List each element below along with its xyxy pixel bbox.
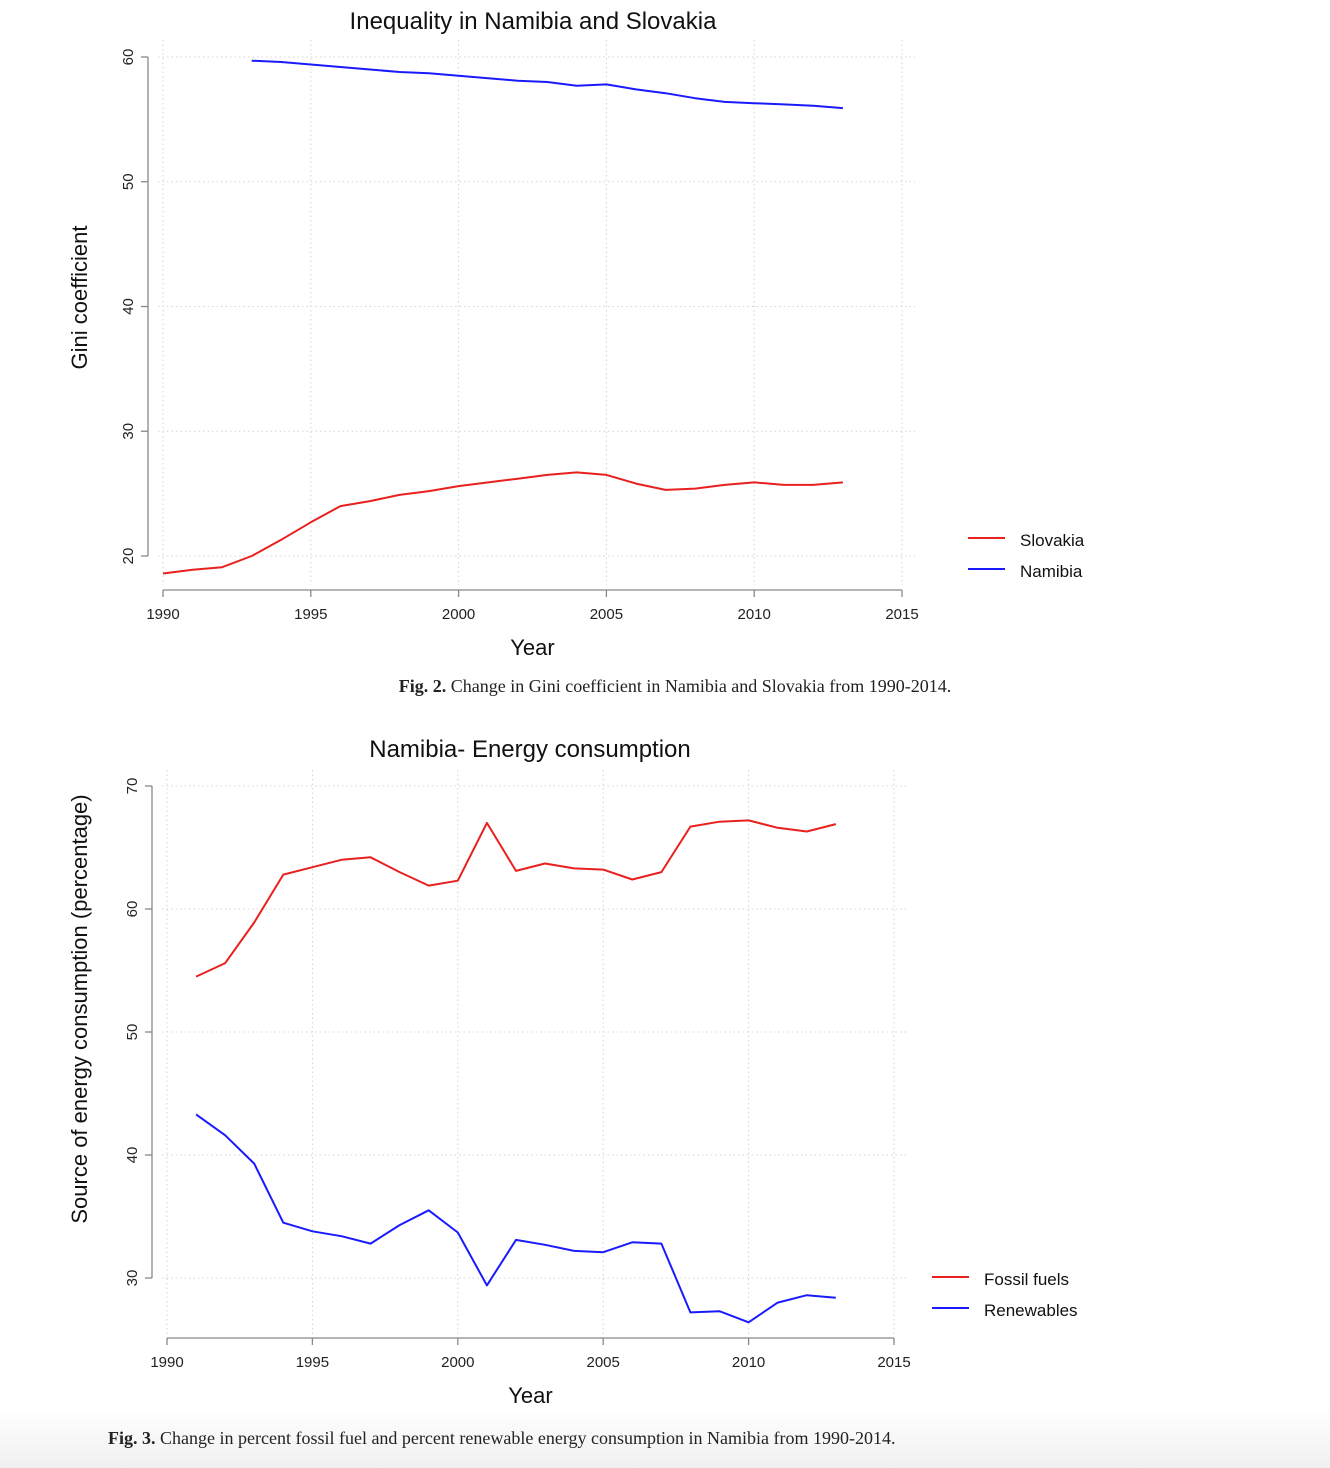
figure-3-caption: Fig. 3. Change in percent fossil fuel an… bbox=[0, 1428, 1330, 1449]
chart-2: 30 40 50 60 70 1990 1995 2000 2005 2010 2015 Namibi… bbox=[67, 736, 1078, 1408]
chart-1: 20 30 40 50 60 1990 1995 2000 2005 2010 2015 Inequa… bbox=[67, 8, 1085, 660]
x-axis-label: Year bbox=[510, 635, 554, 660]
legend-label: Fossil fuels bbox=[984, 1270, 1069, 1289]
y-tick-label: 30 bbox=[124, 1270, 141, 1287]
x-tick-label: 2005 bbox=[590, 606, 623, 623]
caption-text: Change in percent fossil fuel and percen… bbox=[155, 1428, 896, 1448]
y-tick-label: 40 bbox=[120, 298, 137, 315]
series-line-namibia bbox=[251, 59, 843, 110]
y-tick-label: 60 bbox=[124, 901, 141, 918]
x-tick-label: 2015 bbox=[877, 1354, 910, 1371]
legend-label: Renewables bbox=[984, 1301, 1078, 1320]
x-tick-label: 2010 bbox=[738, 606, 771, 623]
y-tick-label: 50 bbox=[124, 1024, 141, 1041]
x-tick-label: 2015 bbox=[885, 606, 918, 623]
y-tick-label: 40 bbox=[124, 1147, 141, 1164]
x-tick-label: 1990 bbox=[150, 1354, 183, 1371]
y-axis-label: Gini coefficient bbox=[67, 226, 92, 370]
x-tick-label: 1995 bbox=[296, 1354, 329, 1371]
x-tick-label: 2005 bbox=[587, 1354, 620, 1371]
series-line-renewables bbox=[195, 1113, 836, 1324]
y-axis-label: Source of energy consumption (percentage… bbox=[67, 794, 92, 1223]
caption-label: Fig. 2. bbox=[398, 676, 447, 696]
x-tick-label: 1990 bbox=[146, 606, 179, 623]
chart-title: Namibia- Energy consumption bbox=[369, 736, 690, 763]
x-tick-label: 1995 bbox=[294, 606, 327, 623]
x-tick-label: 2000 bbox=[442, 606, 475, 623]
y-tick-label: 20 bbox=[120, 548, 137, 565]
legend-label: Slovakia bbox=[1020, 531, 1085, 550]
legend-label: Namibia bbox=[1020, 562, 1083, 581]
x-tick-label: 2010 bbox=[732, 1354, 765, 1371]
y-tick-label: 50 bbox=[120, 173, 137, 190]
series-line-fossil-fuels bbox=[195, 819, 837, 978]
figure-2-caption: Fig. 2. Change in Gini coefficient in Na… bbox=[0, 676, 1330, 697]
y-tick-label: 30 bbox=[120, 423, 137, 440]
series-line-slovakia bbox=[162, 471, 843, 575]
caption-text: Change in Gini coefficient in Namibia an… bbox=[446, 676, 952, 696]
chart-title: Inequality in Namibia and Slovakia bbox=[350, 8, 718, 35]
caption-label: Fig. 3. bbox=[108, 1428, 156, 1448]
x-axis-label: Year bbox=[508, 1383, 552, 1408]
x-tick-label: 2000 bbox=[441, 1354, 474, 1371]
y-tick-label: 70 bbox=[124, 778, 141, 795]
y-tick-label: 60 bbox=[120, 49, 137, 66]
